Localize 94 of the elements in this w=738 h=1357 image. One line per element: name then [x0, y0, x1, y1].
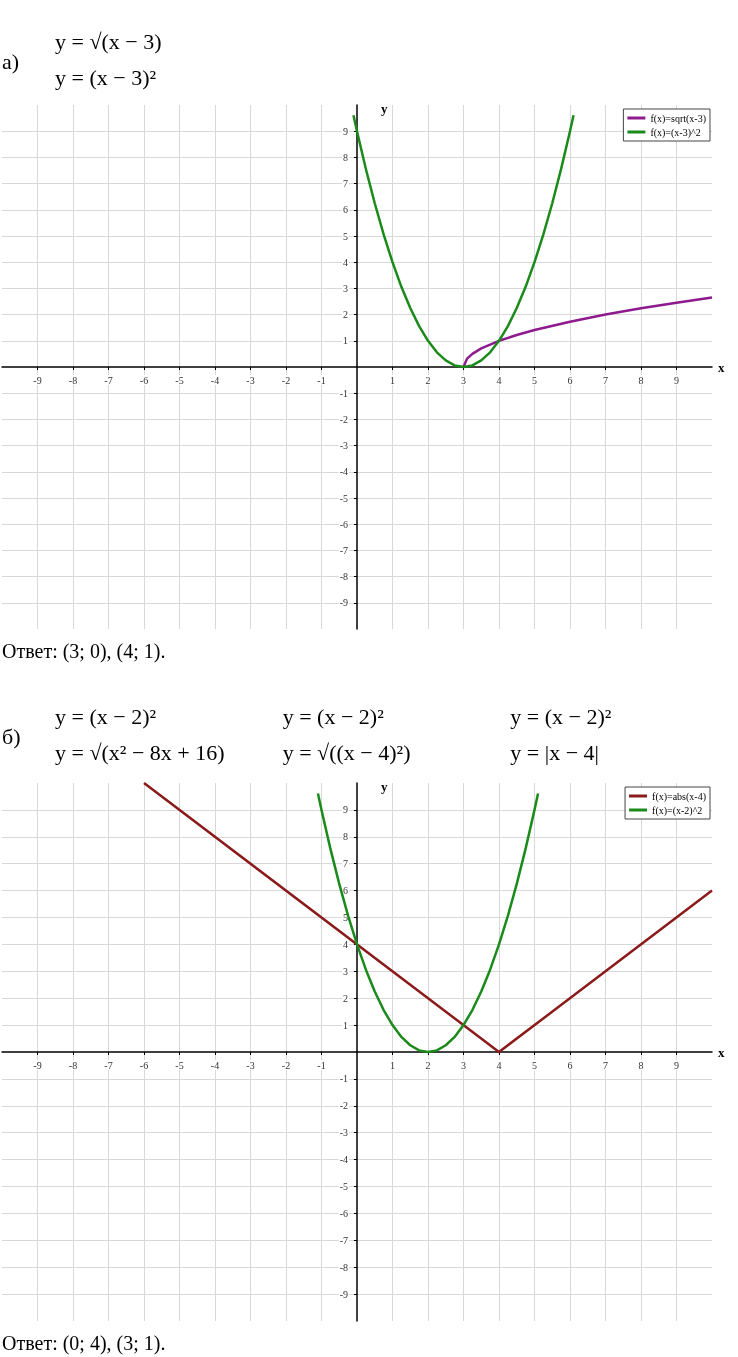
x-tick-label: 2 [425, 374, 431, 386]
x-tick-label: -3 [246, 1059, 255, 1071]
text: y = √(x² − 8x + 16) [55, 739, 225, 765]
y-tick-label: -7 [339, 1234, 348, 1246]
text: y = (x − 2)² [510, 703, 612, 729]
y-tick-label: 8 [343, 831, 348, 843]
text: y = (x − 2)² [282, 703, 385, 729]
y-tick-label: 2 [343, 992, 348, 1004]
x-tick-label: 4 [496, 374, 502, 386]
text: Ответ: (0; 4), (3; 1). [2, 1332, 166, 1355]
y-tick-label: 3 [343, 965, 348, 977]
legend-label: f(x)=(x-3)^2 [650, 126, 701, 139]
x-tick-label: 5 [532, 374, 537, 386]
y-tick-label: 1 [343, 1019, 348, 1031]
x-tick-label: 6 [567, 374, 573, 386]
y-tick-label: -2 [339, 413, 348, 425]
y-tick-label: 7 [343, 858, 348, 870]
x-tick-label: -7 [104, 374, 113, 386]
x-tick-label: -8 [68, 1059, 78, 1071]
y-tick-label: 7 [343, 178, 348, 190]
y-tick-label: -9 [339, 1288, 348, 1300]
x-tick-label: -1 [317, 1059, 326, 1071]
y-tick-label: -3 [339, 1127, 348, 1139]
y-tick-label: 4 [343, 256, 348, 268]
y-tick-label: -4 [339, 1154, 348, 1166]
x-tick-label: -7 [104, 1059, 113, 1071]
y-tick-label: 2 [343, 309, 348, 321]
chart-title: б) [2, 723, 21, 749]
x-tick-label: 4 [496, 1059, 502, 1071]
y-tick-label: -6 [339, 518, 348, 530]
y-tick-label: 9 [343, 804, 348, 816]
x-tick-label: -1 [317, 374, 326, 386]
x-tick-label: -2 [281, 374, 291, 386]
y-tick-label: 6 [343, 204, 348, 216]
y-tick-label: 8 [343, 151, 348, 163]
y-axis-title: y [381, 779, 388, 794]
y-tick-label: -8 [339, 1261, 348, 1273]
y-tick-label: -5 [339, 1181, 348, 1192]
y-tick-label: -7 [339, 544, 348, 556]
legend-label: f(x)=sqrt(x-3) [650, 112, 706, 125]
text: Ответ: (3; 0), (4; 1). [2, 640, 166, 663]
y-axis-title: y [381, 101, 388, 116]
y-tick-label: -3 [339, 440, 348, 452]
x-tick-label: 9 [674, 1059, 679, 1071]
text: y = |x − 4| [510, 739, 599, 765]
x-tick-label: -4 [210, 1059, 220, 1071]
x-tick-label: -2 [281, 1059, 291, 1071]
text: y = (x − 2)² [55, 703, 157, 729]
text: y = (x − 3)² [55, 64, 157, 90]
y-tick-label: -5 [339, 492, 348, 504]
y-tick-label: 5 [343, 230, 348, 242]
x-tick-label: 2 [425, 1059, 431, 1071]
x-tick-label: 6 [567, 1059, 573, 1071]
x-tick-label: 5 [532, 1059, 537, 1071]
chart-title: а) [2, 48, 20, 74]
y-tick-label: 4 [343, 938, 348, 950]
x-tick-label: 7 [603, 374, 608, 386]
y-tick-label: -2 [339, 1100, 348, 1112]
legend-label: f(x)=(x-2)^2 [652, 804, 703, 817]
y-tick-label: -1 [339, 387, 348, 399]
x-tick-label: -8 [68, 374, 78, 386]
legend-label: f(x)=abs(x-4) [652, 790, 706, 803]
x-tick-label: 1 [390, 374, 395, 386]
x-tick-label: -9 [33, 1059, 42, 1071]
line-series [462, 296, 714, 369]
y-tick-label: -1 [339, 1073, 348, 1085]
y-tick-label: 5 [343, 912, 348, 923]
x-axis-title: x [718, 1044, 725, 1060]
x-tick-label: -6 [139, 374, 149, 386]
x-tick-label: 8 [638, 374, 644, 386]
line-series [316, 792, 540, 1054]
y-tick-label: -9 [339, 597, 348, 609]
text: y = √(x − 3) [55, 28, 162, 54]
x-tick-label: -9 [33, 374, 42, 386]
y-tick-label: -8 [339, 571, 348, 583]
x-tick-label: 7 [603, 1059, 608, 1071]
y-tick-label: -4 [339, 466, 348, 478]
y-tick-label: 6 [343, 885, 348, 897]
x-tick-label: -5 [175, 374, 184, 386]
x-tick-label: 9 [674, 374, 679, 386]
text: y = √((x − 4)²) [282, 739, 411, 765]
x-tick-label: -3 [246, 374, 255, 386]
x-tick-label: 8 [638, 1059, 644, 1071]
x-axis-title: x [718, 359, 725, 375]
y-tick-label: 9 [343, 125, 348, 137]
x-tick-label: -5 [175, 1059, 184, 1071]
x-tick-label: -6 [139, 1059, 149, 1071]
y-tick-label: -6 [339, 1207, 348, 1219]
x-tick-label: 1 [390, 1059, 395, 1071]
x-tick-label: 3 [461, 1059, 466, 1071]
x-tick-label: -4 [210, 374, 220, 386]
x-tick-label: 3 [461, 374, 466, 386]
y-tick-label: 3 [343, 282, 348, 294]
y-tick-label: 1 [343, 335, 348, 347]
